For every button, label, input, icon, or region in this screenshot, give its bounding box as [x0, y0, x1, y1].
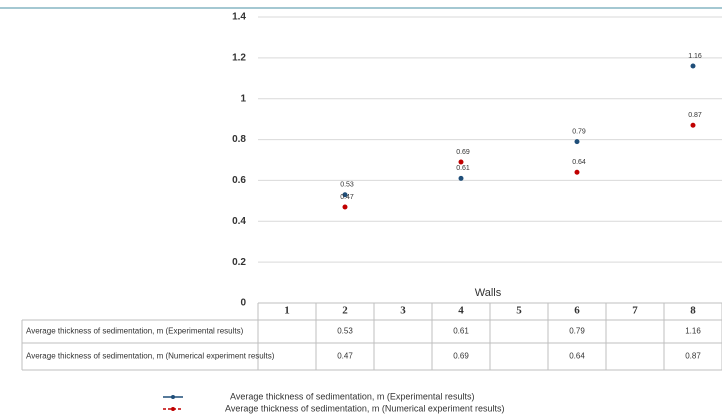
x-axis-label: Walls [475, 287, 502, 299]
legend-marker [171, 395, 175, 399]
y-tick-label: 0.8 [232, 134, 246, 145]
table-cell: 0.87 [685, 352, 701, 361]
point [574, 139, 580, 145]
table-cell: 0.64 [569, 352, 585, 361]
data-label: 1.16 [688, 53, 702, 60]
x-tick-label: 5 [516, 305, 522, 317]
data-label: 0.79 [572, 128, 586, 135]
y-tick-label: 0 [240, 298, 246, 309]
y-tick-label: 1.4 [232, 12, 246, 23]
data-label: 0.61 [456, 165, 470, 172]
x-tick-label: 2 [342, 305, 348, 317]
data-label: 0.47 [340, 194, 354, 201]
x-tick-label: 6 [574, 305, 580, 317]
row-label: Average thickness of sedimentation, m (E… [26, 327, 244, 336]
point [458, 175, 464, 181]
y-tick-label: 0.6 [232, 175, 246, 186]
table-cell: 1.16 [685, 327, 701, 336]
y-tick-label: 0.4 [232, 216, 246, 227]
point [458, 159, 464, 165]
data-label: 0.53 [340, 182, 354, 189]
x-tick-label: 3 [400, 305, 406, 317]
y-tick-label: 0.2 [232, 257, 246, 268]
row-label: Average thickness of sedimentation, m (N… [26, 352, 275, 361]
point [690, 122, 696, 128]
legend-marker [171, 407, 175, 411]
table-cell: 0.61 [453, 327, 469, 336]
point [690, 63, 696, 69]
x-tick-label: 1 [284, 305, 290, 317]
y-tick-label: 1 [240, 93, 246, 104]
x-tick-label: 8 [690, 305, 696, 317]
point [342, 192, 348, 198]
data-label: 0.87 [688, 112, 702, 119]
data-label: 0.64 [572, 159, 586, 166]
x-tick-label: 4 [458, 305, 464, 317]
x-tick-label: 7 [632, 305, 638, 317]
y-tick-label: 1.2 [232, 52, 246, 63]
table-cell: 0.53 [337, 327, 353, 336]
data-label: 0.69 [456, 149, 470, 156]
point [342, 204, 348, 210]
point [574, 169, 580, 175]
legend-label: Average thickness of sedimentation, m (N… [225, 403, 504, 413]
table-cell: 0.47 [337, 352, 353, 361]
legend-label: Average thickness of sedimentation, m (E… [230, 391, 474, 401]
table-cell: 0.79 [569, 327, 585, 336]
table-cell: 0.69 [453, 352, 469, 361]
